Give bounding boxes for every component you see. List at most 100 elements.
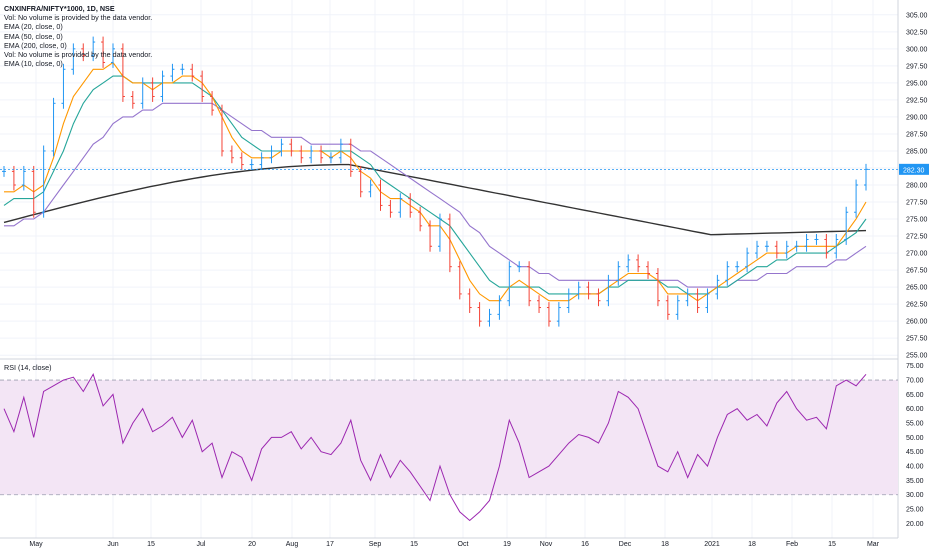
price-bar <box>2 165 6 177</box>
price-bar <box>120 43 125 102</box>
price-bar <box>586 281 591 300</box>
price-bar <box>51 97 56 157</box>
axis-layer: 282.30 305.00 302.50 300.00 297.50 295.00 292.… <box>0 12 929 548</box>
time-tick-label: 15 <box>828 541 836 548</box>
legend-ema10: EMA (10, close, 0) <box>4 59 63 69</box>
price-bar <box>289 138 294 157</box>
rsi-band <box>0 379 898 496</box>
price-bar <box>527 261 532 307</box>
price-tick-label: 285.00 <box>906 148 928 155</box>
price-tick-label: 275.00 <box>906 217 928 224</box>
price-bar <box>844 206 849 245</box>
price-bar <box>695 288 700 313</box>
price-bar <box>546 302 551 327</box>
rsi-tick-label: 65.00 <box>906 392 924 399</box>
rsi-tick-label: 45.00 <box>906 449 924 456</box>
price-bar <box>864 163 868 191</box>
legend-ema20: EMA (20, close, 0) <box>4 22 63 32</box>
chart-title: CNXINFRA/NIFTY*1000, 1D, NSE <box>4 4 115 13</box>
price-bar <box>418 206 423 232</box>
price-bar <box>81 43 86 62</box>
price-bar <box>745 247 750 273</box>
price-bar <box>774 240 779 259</box>
price-bar <box>71 43 76 75</box>
price-bar <box>210 91 215 116</box>
price-bar <box>180 63 185 75</box>
time-tick-label: Feb <box>786 541 798 548</box>
price-bar <box>764 240 769 252</box>
price-tick-label: 267.50 <box>906 268 928 275</box>
price-bar <box>646 261 651 279</box>
time-tick-label: Sep <box>369 541 382 548</box>
price-bar <box>31 165 36 218</box>
price-bar <box>428 220 433 252</box>
price-tick-label: 295.00 <box>906 80 928 87</box>
price-bar <box>299 145 304 164</box>
price-bar <box>566 288 571 313</box>
rsi-legend: RSI (14, close) <box>4 363 52 372</box>
ema200-line <box>3 163 867 236</box>
time-tick-label: 2021 <box>704 541 720 548</box>
price-bar <box>487 308 492 327</box>
price-bar <box>41 145 46 218</box>
price-bar <box>794 240 799 252</box>
rsi-tick-label: 40.00 <box>906 464 924 471</box>
rsi-tick-label: 60.00 <box>906 406 924 413</box>
bar-layer <box>2 36 868 327</box>
rsi-tick-label: 50.00 <box>906 435 924 442</box>
price-bar <box>665 295 670 320</box>
price-bar <box>467 288 472 313</box>
time-tick-label: Oct <box>458 541 469 548</box>
time-tick-label: Jul <box>197 541 206 548</box>
price-bar <box>200 70 205 102</box>
price-bar <box>507 261 512 307</box>
last-price-label-bg <box>899 163 929 175</box>
price-tick-label: 272.50 <box>906 234 928 241</box>
legend-ema50: EMA (50, close, 0) <box>4 31 63 41</box>
price-bar <box>239 152 244 171</box>
price-bar <box>755 240 760 259</box>
price-bar <box>229 145 234 164</box>
price-tick-label: 287.50 <box>906 131 928 138</box>
time-tick-label: 17 <box>326 541 334 548</box>
price-bar <box>537 295 542 313</box>
price-bar <box>219 104 224 157</box>
price-bar <box>388 199 393 218</box>
price-bar <box>160 70 165 102</box>
rsi-tick-label: 35.00 <box>906 478 924 485</box>
time-tick-label: 20 <box>248 541 256 548</box>
price-bar <box>735 261 740 273</box>
price-bar <box>269 145 274 164</box>
price-bar <box>457 261 462 300</box>
rsi-overbought-oversold-band <box>0 380 898 495</box>
price-bar <box>21 165 26 191</box>
price-bar <box>358 165 363 198</box>
price-tick-label: 270.00 <box>906 251 928 258</box>
rsi-layer <box>3 373 867 522</box>
price-bar <box>616 261 621 286</box>
legend-ema200: EMA (200, close, 0) <box>4 40 67 50</box>
ema50-line <box>4 102 867 288</box>
price-bar <box>675 295 680 320</box>
price-bar <box>834 234 839 259</box>
price-bar <box>110 43 115 68</box>
time-tick-label: May <box>29 541 43 548</box>
price-bar <box>814 234 819 245</box>
price-bar <box>705 288 710 313</box>
price-bar <box>725 261 730 286</box>
price-bar <box>408 193 413 218</box>
price-tick-label: 277.50 <box>906 200 928 207</box>
rsi-tick-label: 70.00 <box>906 378 924 385</box>
time-tick-label: Dec <box>619 541 632 548</box>
price-tick-label: 305.00 <box>906 12 928 19</box>
rsi-tick-label: 55.00 <box>906 421 924 428</box>
price-bar <box>626 254 631 273</box>
ema10-line <box>4 61 867 302</box>
price-bar <box>378 179 383 211</box>
price-bar <box>655 268 660 307</box>
price-bar <box>328 152 333 164</box>
price-bar <box>824 234 829 259</box>
ema-layer <box>3 61 867 302</box>
price-bar <box>368 179 373 198</box>
